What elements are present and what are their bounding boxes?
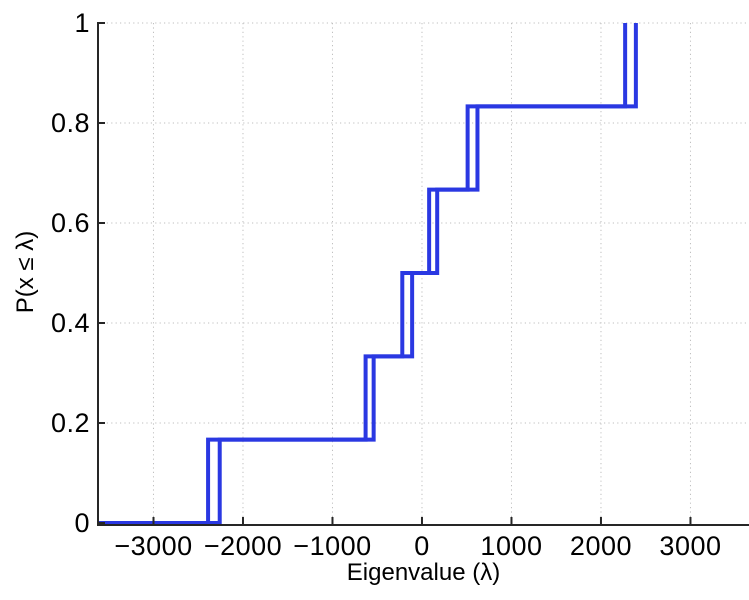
x-tick-label: −1000 xyxy=(293,531,371,561)
y-tick-label: 0.4 xyxy=(51,308,90,338)
ecdf-step-line-2 xyxy=(98,23,638,525)
y-axis-label: P(x ≤ λ) xyxy=(12,230,39,314)
x-tick-label: 1000 xyxy=(480,531,542,561)
x-tick-label: −3000 xyxy=(114,531,192,561)
y-tick-label: 1 xyxy=(74,8,90,38)
x-tick-label: 2000 xyxy=(570,531,632,561)
y-tick-label: 0.8 xyxy=(51,108,90,138)
y-tick-label: 0.6 xyxy=(51,208,90,238)
x-tick-label: 0 xyxy=(414,531,430,561)
y-tick-label: 0.2 xyxy=(51,408,90,438)
x-tick-label: 3000 xyxy=(659,531,721,561)
x-axis-label: Eigenvalue (λ) xyxy=(346,559,501,586)
x-tick-label: −2000 xyxy=(204,531,282,561)
ecdf-step-line-1 xyxy=(98,23,628,525)
y-tick-label: 0 xyxy=(74,508,90,538)
